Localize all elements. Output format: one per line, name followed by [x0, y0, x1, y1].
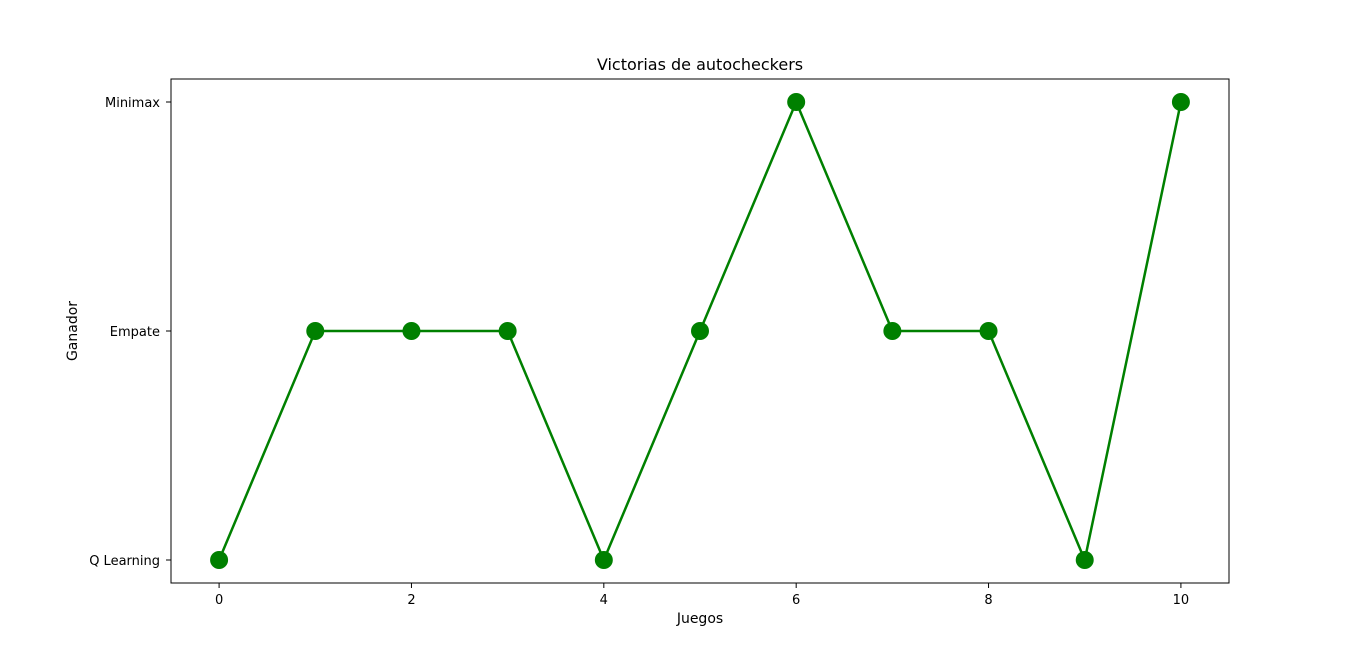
x-tick-label: 2 — [407, 593, 415, 608]
data-point — [498, 322, 517, 340]
data-point — [979, 322, 998, 340]
data-point — [787, 93, 806, 111]
x-tick-label: 6 — [792, 593, 800, 608]
data-point — [306, 322, 325, 340]
plot-area: 0 2 4 6 8 10 Q Learning Empate Minimax — [89, 78, 1230, 608]
x-tick-label: 0 — [215, 593, 223, 608]
y-tick-label: Empate — [110, 325, 160, 340]
x-tick-label: 8 — [984, 593, 992, 608]
y-tick-label: Minimax — [105, 96, 160, 111]
x-tick-label: 10 — [1173, 593, 1190, 608]
x-axis-label: Juegos — [676, 611, 723, 627]
data-point — [691, 322, 709, 340]
data-point — [883, 322, 902, 340]
data-point — [594, 551, 613, 569]
data-point — [1171, 93, 1190, 111]
y-axis-label: Ganador — [65, 301, 81, 361]
data-point — [210, 551, 229, 569]
data-point — [1075, 551, 1094, 569]
chart-title: Victorias de autocheckers — [597, 55, 803, 74]
y-tick-label: Q Learning — [89, 554, 160, 569]
data-point — [402, 322, 421, 340]
x-tick-label: 4 — [600, 593, 608, 608]
